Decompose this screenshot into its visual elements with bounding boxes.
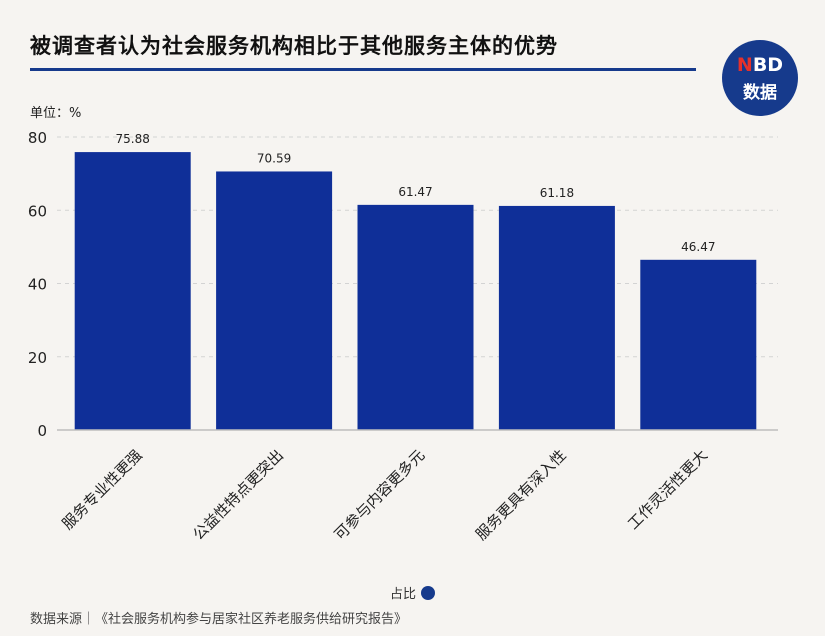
y-tick-label: 0 (37, 422, 47, 440)
y-tick-label: 80 (28, 129, 47, 147)
data-label: 61.18 (540, 186, 574, 200)
unit-label: 单位：% (30, 106, 82, 121)
data-label: 70.59 (257, 151, 291, 165)
bar-chart: 0 20 40 60 80 75.88 服务专业性更强 70.59 公益性特点更突出 61.47 可… (28, 129, 778, 544)
legend-swatch (421, 586, 435, 600)
x-tick-label: 服务更具有深入性 (472, 446, 570, 544)
data-label: 75.88 (116, 132, 150, 146)
y-tick-label: 20 (28, 349, 47, 367)
legend: 占比 (0, 583, 825, 602)
title-underline (30, 68, 696, 71)
data-label: 46.47 (681, 240, 715, 254)
bar (74, 152, 191, 431)
bar (357, 204, 474, 430)
data-label: 61.47 (398, 185, 432, 199)
y-tick-label: 60 (28, 202, 47, 220)
nbd-logo: NBD 数据 (722, 40, 798, 116)
x-tick-label: 可参与内容更多元 (331, 446, 429, 544)
logo-text-bottom: 数据 (743, 83, 777, 103)
bar (498, 205, 615, 430)
x-tick-label: 工作灵活性更大 (624, 446, 711, 533)
x-tick-label: 服务专业性更强 (59, 446, 146, 533)
legend-label: 占比 (389, 587, 416, 602)
bar (640, 259, 757, 430)
y-tick-label: 40 (28, 276, 47, 294)
chart-title: 被调查者认为社会服务机构相比于其他服务主体的优势 (30, 34, 558, 58)
logo-text-top: NBD (736, 54, 784, 76)
x-tick-label: 公益性特点更突出 (189, 446, 287, 544)
bar (216, 171, 333, 431)
source-note: 数据来源｜《社会服务机构参与居家社区养老服务供给研究报告》 (30, 612, 408, 627)
